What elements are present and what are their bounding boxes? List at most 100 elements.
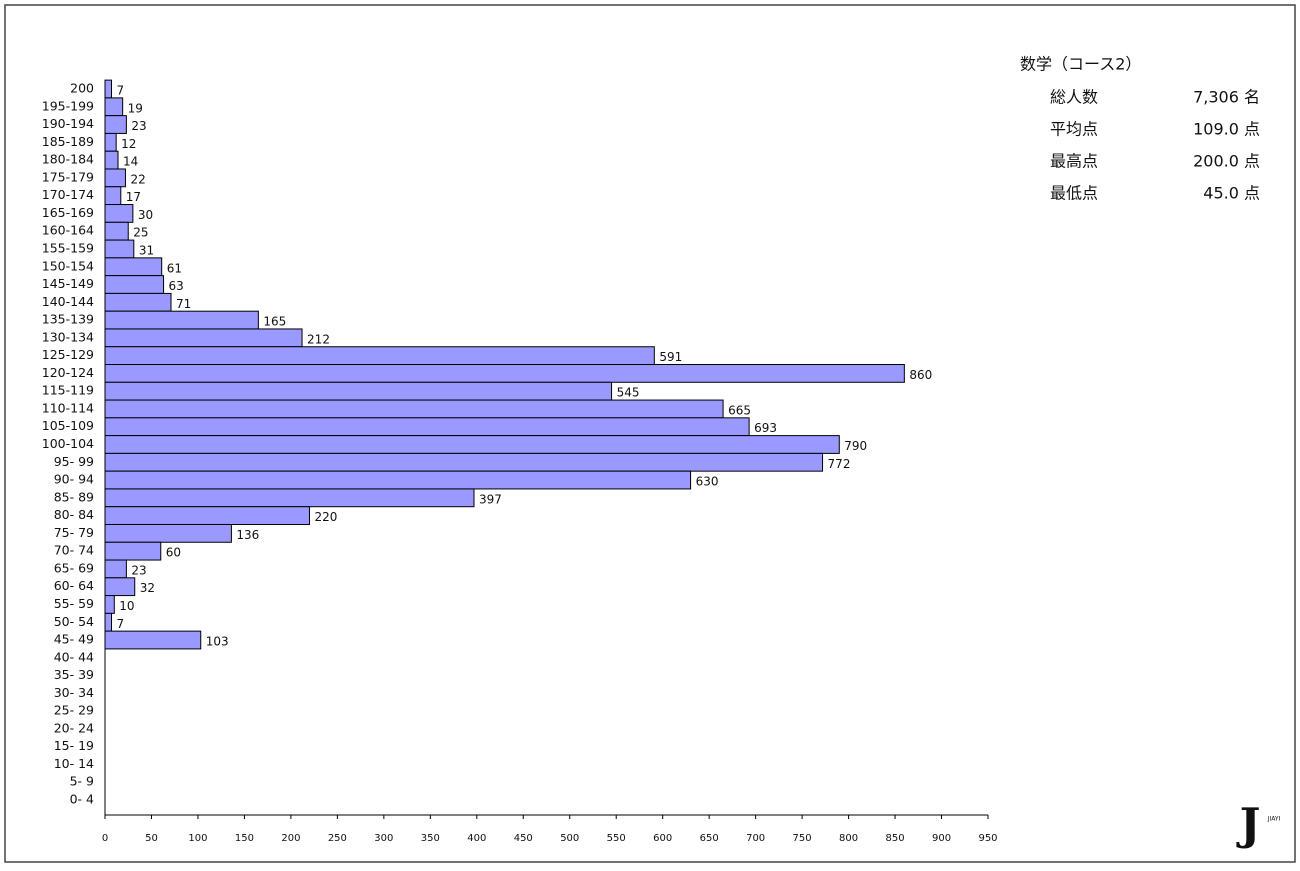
value-label: 630 <box>696 475 719 489</box>
bar <box>104 204 134 223</box>
bar <box>104 292 172 312</box>
x-tick-label: 400 <box>467 833 486 844</box>
x-tick-label: 150 <box>235 833 254 844</box>
y-tick-label: 185-189 <box>42 134 94 149</box>
stat-value: 200.0 点 <box>1193 152 1260 171</box>
y-tick-label: 40- 44 <box>54 649 94 664</box>
stat-value: 45.0 点 <box>1203 184 1260 203</box>
value-label: 545 <box>617 386 640 400</box>
bar <box>104 488 475 508</box>
y-tick-label: 105-109 <box>42 418 94 433</box>
value-label: 30 <box>138 208 153 222</box>
bar <box>104 275 165 294</box>
x-tick-label: 350 <box>421 833 440 844</box>
value-label: 7 <box>117 84 125 98</box>
x-tick-label: 900 <box>932 833 951 844</box>
bar <box>104 435 840 454</box>
value-label: 665 <box>728 403 751 417</box>
logo-text: JIAYI <box>1267 816 1281 823</box>
bar <box>104 221 129 241</box>
x-tick-label: 950 <box>978 833 997 844</box>
stat-label: 最高点 <box>1050 152 1098 171</box>
bar <box>104 470 692 490</box>
x-tick-label: 500 <box>560 833 579 844</box>
bar <box>104 97 124 117</box>
stat-label: 総人数 <box>1050 88 1098 107</box>
y-tick-label: 130-134 <box>42 329 94 344</box>
bar <box>104 595 115 614</box>
x-tick-label: 200 <box>281 833 300 844</box>
y-tick-label: 70- 74 <box>54 543 94 558</box>
value-label: 71 <box>176 297 191 311</box>
bar <box>104 132 117 152</box>
y-tick-label: 20- 24 <box>54 720 94 735</box>
x-tick-label: 250 <box>328 833 347 844</box>
bar <box>104 257 163 277</box>
y-tick-label: 155-159 <box>42 240 94 255</box>
value-label: 23 <box>131 563 146 577</box>
bar <box>104 381 613 401</box>
bar <box>104 577 136 597</box>
x-tick-label: 750 <box>793 833 812 844</box>
y-tick-label: 45- 49 <box>54 632 94 647</box>
bar <box>104 417 750 437</box>
value-label: 61 <box>167 261 182 275</box>
bar <box>104 630 202 650</box>
bar <box>104 328 303 348</box>
y-tick-label: 180-184 <box>42 152 94 167</box>
value-label: 31 <box>139 243 154 257</box>
y-tick-label: 195-199 <box>42 98 94 113</box>
y-tick-label: 95- 99 <box>54 454 94 469</box>
y-tick-label: 75- 79 <box>54 525 94 540</box>
bar <box>104 150 119 170</box>
y-tick-label: 50- 54 <box>54 614 94 629</box>
bar <box>104 506 310 525</box>
bar <box>104 523 232 543</box>
y-tick-label: 140-144 <box>42 294 94 309</box>
y-tick-label: 15- 19 <box>54 738 94 753</box>
y-tick-label: 100-104 <box>42 436 94 451</box>
value-label: 397 <box>479 492 502 506</box>
y-tick-label: 10- 14 <box>54 756 94 771</box>
y-tick-label: 120-124 <box>42 365 94 380</box>
value-label: 22 <box>130 172 145 186</box>
value-label: 165 <box>263 315 286 329</box>
x-tick-label: 50 <box>145 833 158 844</box>
value-label: 14 <box>123 155 138 169</box>
value-label: 25 <box>133 226 148 240</box>
x-tick-label: 550 <box>607 833 626 844</box>
x-tick-label: 100 <box>188 833 207 844</box>
x-tick-label: 450 <box>514 833 533 844</box>
bar <box>104 559 127 579</box>
y-tick-label: 145-149 <box>42 276 94 291</box>
y-tick-label: 0- 4 <box>70 792 94 807</box>
y-tick-label: 125-129 <box>42 347 94 362</box>
y-tick-label: 55- 59 <box>54 596 94 611</box>
value-label: 136 <box>236 528 259 542</box>
bar <box>104 612 113 632</box>
bar <box>104 452 824 472</box>
x-tick-label: 700 <box>746 833 765 844</box>
y-tick-label: 190-194 <box>42 116 94 131</box>
bar <box>104 364 905 383</box>
stat-value: 109.0 点 <box>1193 120 1260 139</box>
y-tick-label: 25- 29 <box>54 703 94 718</box>
bar <box>104 186 122 206</box>
stat-label: 平均点 <box>1050 120 1098 139</box>
y-tick-label: 150-154 <box>42 258 94 273</box>
logo-mark: J <box>1236 800 1261 851</box>
bar <box>104 346 655 366</box>
y-tick-label: 80- 84 <box>54 507 94 522</box>
value-label: 103 <box>206 635 229 649</box>
y-tick-label: 65- 69 <box>54 560 94 575</box>
y-tick-label: 90- 94 <box>54 472 94 487</box>
y-tick-label: 135-139 <box>42 312 94 327</box>
value-label: 12 <box>121 137 136 151</box>
x-tick-label: 300 <box>374 833 393 844</box>
value-label: 17 <box>126 190 141 204</box>
x-tick-label: 800 <box>839 833 858 844</box>
value-label: 19 <box>128 101 143 115</box>
y-tick-label: 35- 39 <box>54 667 94 682</box>
y-tick-label: 170-174 <box>42 187 94 202</box>
